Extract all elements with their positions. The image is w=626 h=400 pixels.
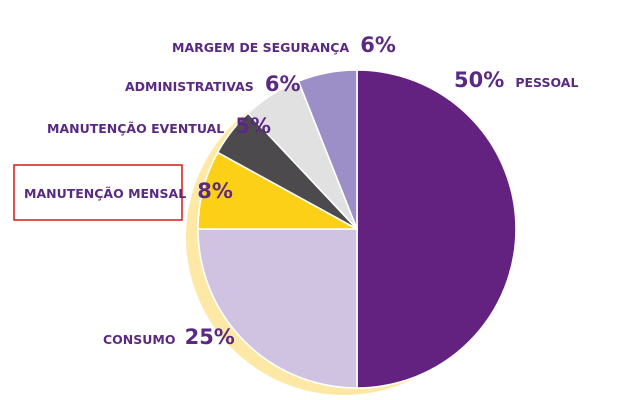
label-pessoal-name: PESSOAL [515,75,578,90]
label-margem-pct: 6% [360,33,396,57]
pie-slices [197,69,517,389]
label-administrativas-name: ADMINISTRATIVAS [125,79,254,94]
label-mensal: MANUTENÇÃO MENSAL 8% [24,179,233,203]
label-margem: MARGEM DE SEGURANÇA 6% [172,33,396,57]
highlight-box [13,164,183,221]
label-administrativas: ADMINISTRATIVAS 6% [125,72,301,96]
pie-slice-margem-de-seguran-a [297,69,358,230]
label-consumo: CONSUMO 25% [103,325,235,349]
label-eventual-pct: 5% [235,114,271,138]
label-mensal-name: MANUTENÇÃO MENSAL [24,186,186,201]
label-pessoal: 50% PESSOAL [454,68,578,92]
label-consumo-name: CONSUMO [103,332,175,347]
label-mensal-pct: 8% [197,179,233,203]
label-consumo-pct: 25% [185,325,235,349]
label-eventual-name: MANUTENÇÃO EVENTUAL [47,121,224,136]
label-administrativas-pct: 6% [265,72,301,96]
label-margem-name: MARGEM DE SEGURANÇA [172,40,349,55]
label-pessoal-pct: 50% [454,68,504,92]
label-eventual: MANUTENÇÃO EVENTUAL 5% [47,114,271,138]
pie-slice-consumo [197,228,358,389]
pie-slice-pessoal [356,69,517,389]
